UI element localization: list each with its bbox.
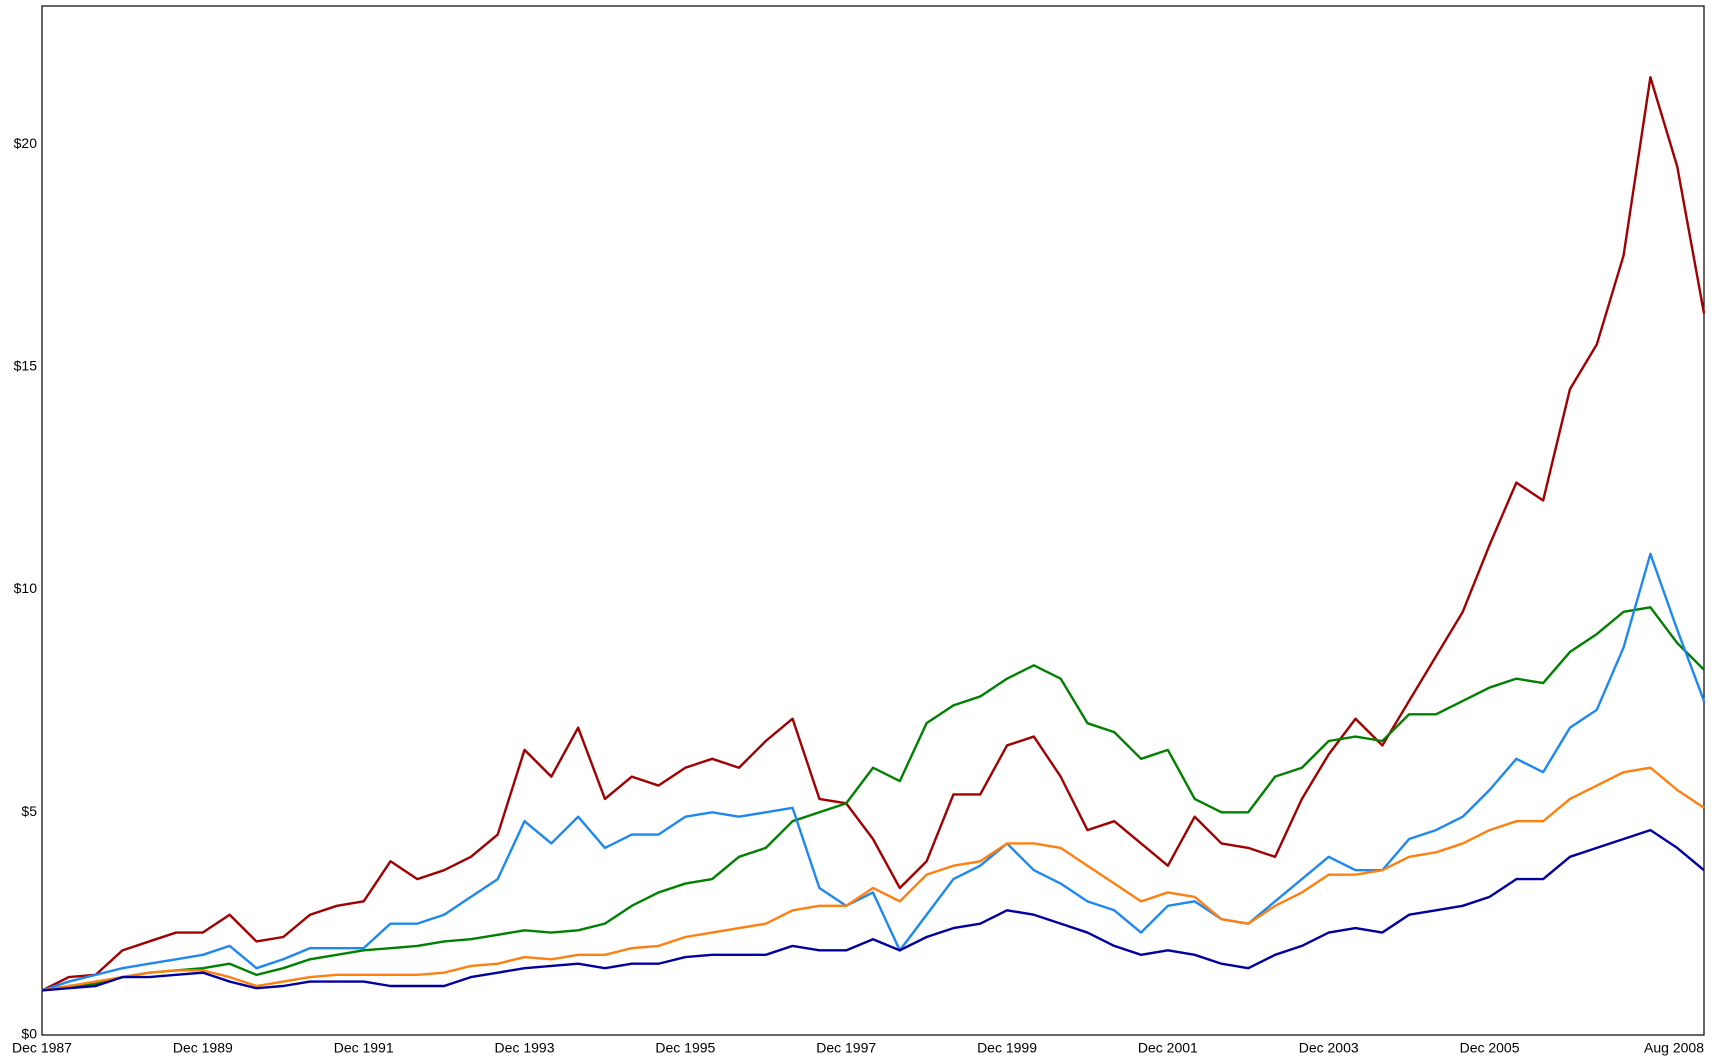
series-line xyxy=(41,606,1705,992)
y-tick-label: $20 xyxy=(14,135,38,151)
x-tick-label: Dec 2003 xyxy=(1299,1040,1359,1056)
y-tick-label: $10 xyxy=(14,580,38,596)
x-tick-label: Dec 1995 xyxy=(655,1040,715,1056)
y-tick-label: $0 xyxy=(21,1026,37,1042)
series-line xyxy=(41,552,1706,992)
series-line xyxy=(41,828,1705,992)
x-tick-label: Dec 1987 xyxy=(12,1040,72,1056)
y-tick-label: $15 xyxy=(14,358,38,374)
x-tick-label: Dec 1993 xyxy=(495,1040,555,1056)
x-tick-label: Aug 2008 xyxy=(1644,1040,1704,1056)
x-tick-label: Dec 2005 xyxy=(1460,1040,1520,1056)
plot-frame xyxy=(41,5,1705,1036)
series-line xyxy=(41,76,1706,992)
x-tick-label: Dec 1999 xyxy=(977,1040,1037,1056)
x-tick-label: Dec 1997 xyxy=(816,1040,876,1056)
series-line xyxy=(41,766,1705,992)
x-tick-label: Dec 1991 xyxy=(334,1040,394,1056)
x-tick-label: Dec 2001 xyxy=(1138,1040,1198,1056)
x-tick-label: Dec 1989 xyxy=(173,1040,233,1056)
y-tick-label: $5 xyxy=(21,803,37,819)
